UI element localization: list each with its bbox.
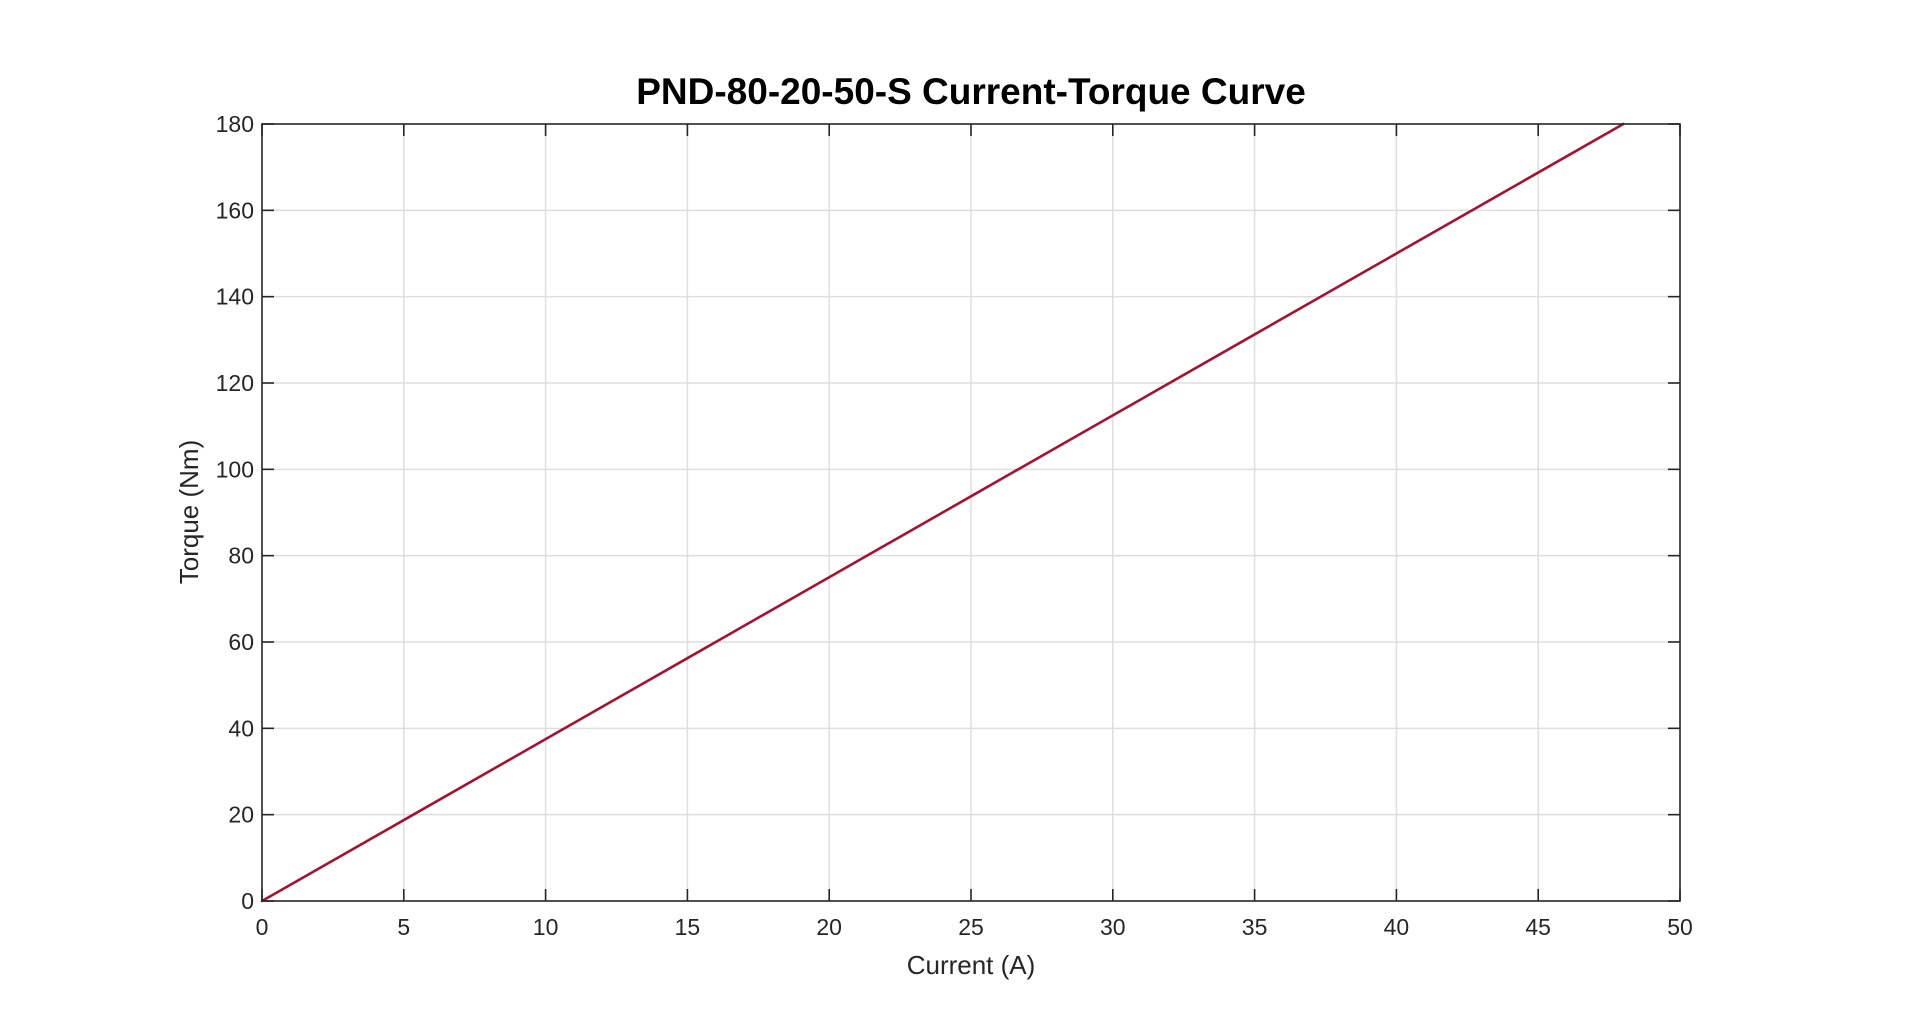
y-tick-label: 180 (216, 111, 254, 137)
y-axis-label: Torque (Nm) (174, 440, 204, 584)
y-tick-label: 120 (216, 370, 254, 396)
y-tick-label: 80 (228, 543, 254, 569)
grid-lines (262, 124, 1680, 901)
x-tick-label: 40 (1384, 914, 1410, 940)
y-tick-label: 160 (216, 197, 254, 223)
y-tick-label: 140 (216, 284, 254, 310)
x-tick-label: 15 (675, 914, 701, 940)
x-tick-label: 50 (1667, 914, 1693, 940)
x-tick-label: 35 (1242, 914, 1268, 940)
x-tick-label: 45 (1525, 914, 1551, 940)
series-line-current-torque (260, 122, 1625, 903)
y-tick-label: 60 (228, 629, 254, 655)
y-tick-label: 0 (241, 888, 254, 914)
y-tick-labels: 0 20 40 60 80 100 120 140 160 180 (216, 111, 254, 914)
x-tick-label: 30 (1100, 914, 1126, 940)
x-tick-label: 0 (256, 914, 269, 940)
x-tick-label: 20 (816, 914, 842, 940)
tick-marks (261, 123, 1681, 902)
y-tick-label: 40 (228, 715, 254, 741)
y-tick-label: 20 (228, 802, 254, 828)
series-layer (260, 122, 1625, 903)
x-tick-label: 25 (958, 914, 984, 940)
x-axis-label: Current (A) (907, 950, 1036, 980)
chart-title: PND-80-20-50-S Current-Torque Curve (636, 71, 1306, 112)
x-tick-label: 5 (397, 914, 410, 940)
x-tick-label: 10 (533, 914, 559, 940)
x-tick-labels: 0 5 10 15 20 25 30 35 40 45 50 (256, 914, 1693, 940)
y-tick-label: 100 (216, 456, 254, 482)
